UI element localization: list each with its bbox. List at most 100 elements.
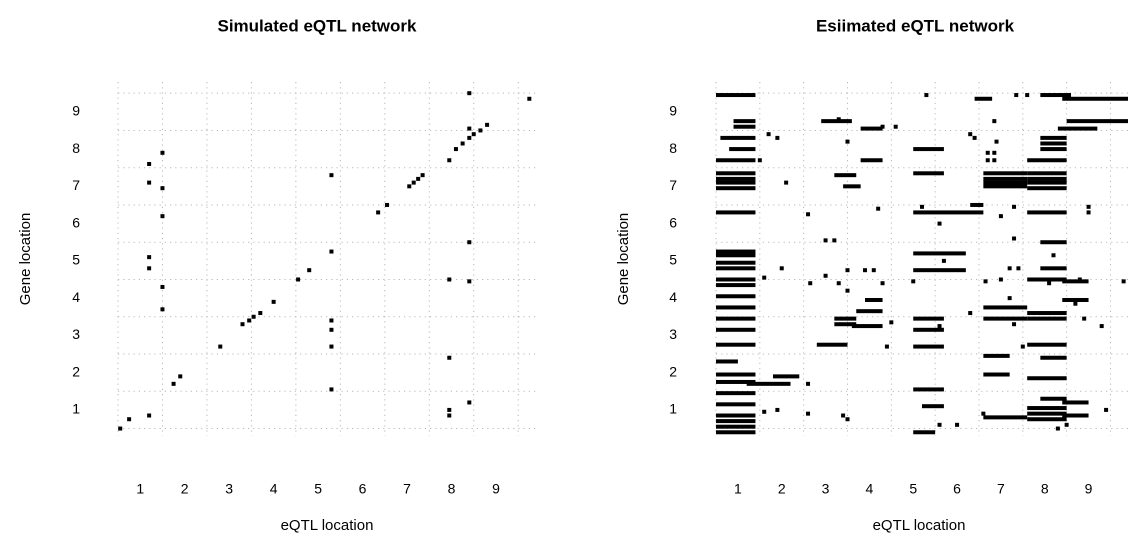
data-point <box>147 180 152 185</box>
data-point <box>307 268 312 273</box>
data-segment <box>716 171 756 176</box>
data-point <box>271 299 276 304</box>
y-tick-label: 5 <box>72 252 80 268</box>
data-point <box>453 147 458 152</box>
chart-title: Simulated eQTL network <box>217 16 417 35</box>
data-segment <box>720 135 756 140</box>
data-point <box>968 132 973 137</box>
y-tick-label: 9 <box>669 103 677 119</box>
data-segment <box>913 171 944 176</box>
data-segment <box>974 96 993 101</box>
data-segment <box>913 316 944 321</box>
data-point <box>863 268 868 273</box>
data-point <box>240 322 245 327</box>
data-point <box>876 206 881 211</box>
y-axis-title: Gene location <box>17 213 34 306</box>
data-point <box>296 277 301 282</box>
data-point <box>160 307 165 312</box>
data-segment <box>1027 417 1067 422</box>
data-segment <box>922 404 944 409</box>
data-point <box>806 411 811 416</box>
data-point <box>845 268 850 273</box>
data-point <box>992 150 997 155</box>
data-point <box>836 117 841 122</box>
data-point <box>1086 204 1091 209</box>
data-segment <box>733 124 756 129</box>
y-tick-label: 8 <box>669 140 677 156</box>
chart-title: Esiimated eQTL network <box>816 16 1015 35</box>
x-tick-label: 5 <box>314 481 322 497</box>
data-segment <box>983 316 1028 321</box>
x-axis-title: eQTL location <box>281 517 374 534</box>
data-segment <box>1040 93 1072 98</box>
data-segment <box>834 322 857 327</box>
data-point <box>447 407 452 412</box>
y-tick-label: 7 <box>72 177 80 193</box>
data-point <box>147 161 152 166</box>
data-segment <box>913 251 966 256</box>
data-point <box>992 119 997 124</box>
data-segment <box>1040 396 1067 401</box>
data-point <box>447 158 452 163</box>
data-point <box>251 314 256 319</box>
data-segment <box>716 266 756 271</box>
data-point <box>1082 316 1087 321</box>
data-segment <box>856 309 883 314</box>
data-segment <box>1027 406 1067 411</box>
data-segment <box>716 316 756 321</box>
data-point <box>407 184 412 189</box>
data-point <box>160 186 165 191</box>
data-point <box>467 400 472 405</box>
data-segment <box>716 402 756 407</box>
data-point <box>467 240 472 245</box>
data-segment <box>1040 135 1067 140</box>
data-segment <box>816 342 848 347</box>
data-point <box>329 327 334 332</box>
data-point <box>1051 253 1056 258</box>
data-point <box>836 281 841 286</box>
data-segment <box>716 210 756 215</box>
data-segment <box>860 126 883 131</box>
data-point <box>955 422 960 427</box>
data-point <box>823 238 828 243</box>
x-tick-label: 1 <box>734 481 742 497</box>
data-point <box>845 139 850 144</box>
data-point <box>992 158 997 163</box>
data-segment <box>1027 158 1067 163</box>
data-segment <box>1027 176 1067 181</box>
data-point <box>447 277 452 282</box>
data-segment <box>821 119 852 124</box>
data-point <box>1121 279 1126 284</box>
data-segment <box>1027 311 1067 316</box>
y-tick-label: 8 <box>72 140 80 156</box>
data-segment <box>716 391 756 396</box>
data-point <box>889 320 894 325</box>
data-segment <box>716 424 756 429</box>
data-segment <box>843 184 861 189</box>
x-tick-label: 9 <box>1085 481 1093 497</box>
data-point <box>247 318 252 323</box>
data-segment <box>834 173 857 178</box>
data-segment <box>1066 119 1128 124</box>
data-point <box>1064 422 1069 427</box>
data-segment <box>983 171 1028 176</box>
data-segment <box>716 342 756 347</box>
data-segment <box>1027 316 1067 321</box>
data-point <box>160 284 165 289</box>
data-segment <box>716 158 756 163</box>
data-point <box>478 128 483 133</box>
data-point <box>994 139 999 144</box>
grid <box>117 82 536 436</box>
x-tick-label: 8 <box>448 481 456 497</box>
data-segment <box>860 158 883 163</box>
data-segment <box>913 268 966 273</box>
y-tick-label: 6 <box>72 214 80 230</box>
data-point <box>911 279 916 284</box>
data-point <box>937 221 942 226</box>
data-segment <box>970 202 984 207</box>
data-segment <box>1040 240 1067 245</box>
x-tick-label: 5 <box>909 481 917 497</box>
data-point <box>171 381 176 386</box>
data-segment <box>913 387 944 392</box>
data-point <box>941 258 946 263</box>
